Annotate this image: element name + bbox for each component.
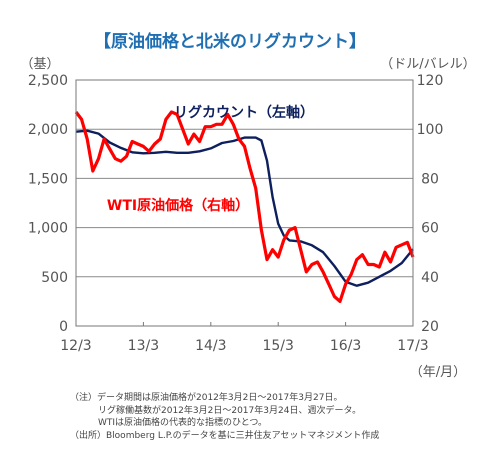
rig-count-line (75, 129, 414, 287)
right-y-tick-label: 20 (421, 319, 439, 335)
left-y-tick-label: 1,500 (28, 171, 68, 187)
right-y-tick-labels: 20 40 60 80 100 120 (417, 73, 444, 335)
left-y-tick-label: 0 (59, 319, 68, 335)
left-y-tick-label: 500 (41, 270, 68, 286)
footnote-line: （出所）Bloomberg L.P.のデータを基に三井住友アセットマネジメント作… (70, 430, 380, 441)
wti-series-label: WTI原油価格（右軸） (107, 197, 249, 214)
chart-title: 【原油価格と北米のリグカウント】 (94, 31, 366, 52)
x-tick-label: 16/3 (330, 338, 361, 354)
right-y-tick-label: 120 (417, 73, 444, 89)
right-y-tick-label: 80 (421, 171, 439, 187)
x-tick-label: 15/3 (262, 338, 293, 354)
left-y-tick-labels: 0 500 1,000 1,500 2,000 2,500 (28, 73, 68, 335)
rig-count-series-label: リグカウント（左軸） (174, 104, 314, 121)
left-y-tick-label: 2,000 (28, 122, 68, 138)
gridlines (76, 128, 413, 278)
x-tick-label: 13/3 (128, 338, 159, 354)
right-axis-unit: （ドル/バレル） (380, 57, 475, 72)
footnote-line: WTIは原油価格の代表的な指標のひとつ。 (98, 418, 268, 428)
x-axis-unit: （年/月） (410, 365, 466, 380)
footnote-line: （注）データ期間は原油価格が2012年3月2日～2017年3月27日。 (70, 393, 343, 403)
series-lines (74, 110, 415, 303)
right-y-tick-label: 40 (421, 270, 439, 286)
left-y-tick-label: 1,000 (28, 221, 68, 237)
x-tick-label: 17/3 (397, 338, 428, 354)
footnote-line: リグ稼働基数が2012年3月2日～2017年3月24日、週次データ。 (98, 405, 362, 416)
x-tick-label: 14/3 (195, 338, 226, 354)
left-axis-unit: （基） (20, 57, 59, 72)
x-tick-label: 12/3 (60, 338, 91, 354)
left-y-tick-label: 2,500 (28, 73, 68, 89)
right-y-tick-label: 100 (417, 122, 444, 138)
right-y-tick-label: 60 (421, 221, 439, 237)
plot-frame (75, 79, 414, 327)
chart-canvas: 【原油価格と北米のリグカウント】 （基） （ドル/バレル） （年/月） 0 500… (20, 31, 475, 380)
x-tick-labels: 12/3 13/3 14/3 15/3 16/3 17/3 (60, 322, 429, 354)
footnotes: （注）データ期間は原油価格が2012年3月2日～2017年3月27日。 リグ稼働… (70, 392, 480, 442)
wti-price-line (74, 110, 415, 303)
